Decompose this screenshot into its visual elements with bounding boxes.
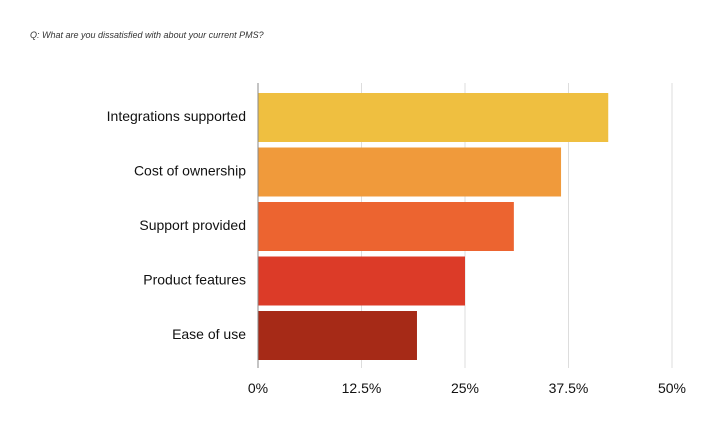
category-label-support-provided: Support provided — [139, 217, 246, 233]
bars — [258, 93, 609, 360]
x-tick-label: 12.5% — [342, 380, 382, 396]
x-tick-label: 0% — [248, 380, 268, 396]
category-label-integrations-supported: Integrations supported — [107, 108, 246, 124]
category-label-product-features: Product features — [143, 272, 246, 288]
bar-product-features — [258, 256, 465, 306]
x-axis-ticks: 0% 12.5% 25% 37.5% 50% — [248, 380, 686, 396]
x-tick-label: 37.5% — [549, 380, 589, 396]
bar-ease-of-use — [258, 311, 417, 360]
chart-title: Q: What are you dissatisfied with about … — [30, 30, 264, 40]
category-label-cost-of-ownership: Cost of ownership — [134, 163, 246, 179]
bar-integrations-supported — [258, 93, 609, 142]
category-labels: Integrations supported Cost of ownership S… — [107, 108, 247, 342]
category-label-ease-of-use: Ease of use — [172, 326, 246, 342]
x-tick-label: 25% — [451, 380, 479, 396]
bar-support-provided — [258, 202, 514, 251]
x-tick-label: 50% — [658, 380, 686, 396]
bar-cost-of-ownership — [258, 147, 562, 197]
